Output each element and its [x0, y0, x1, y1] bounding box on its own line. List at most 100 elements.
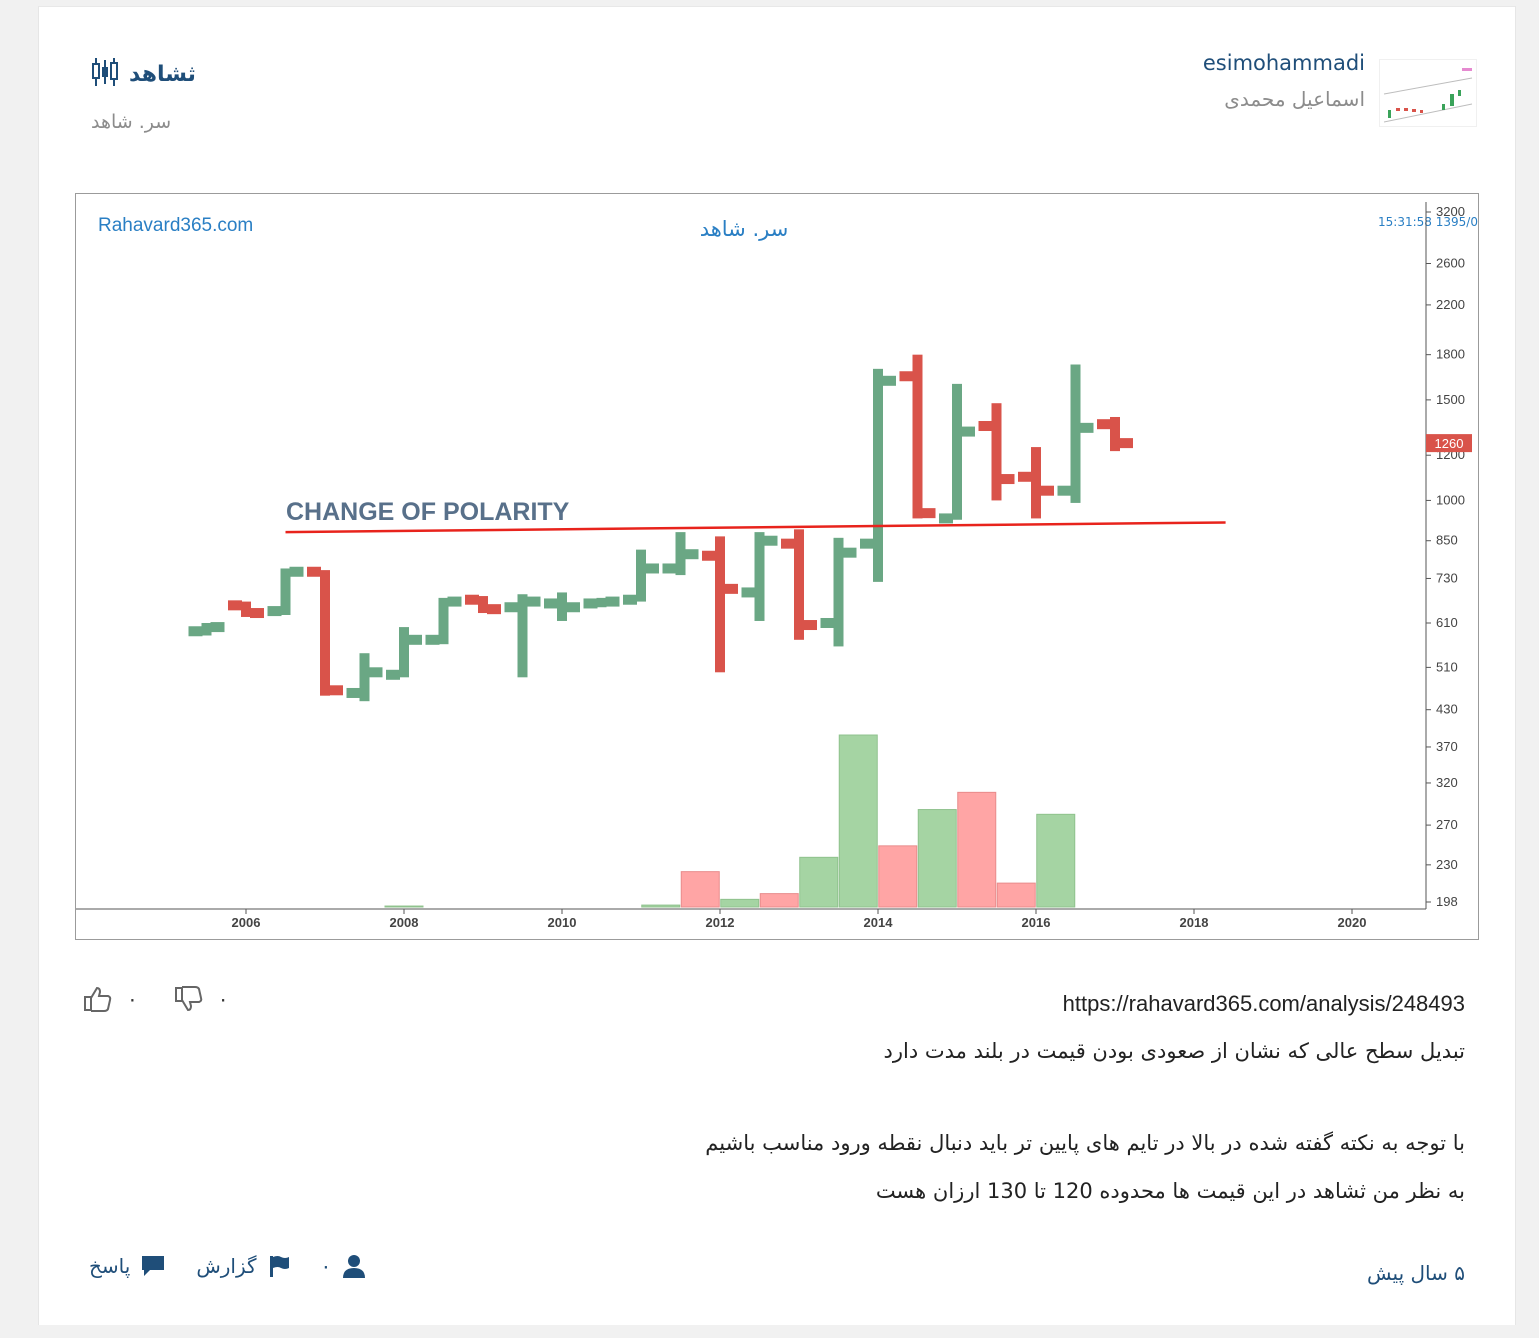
x-tick-label: 2016	[1022, 915, 1051, 930]
report-button[interactable]: گزارش	[196, 1254, 290, 1278]
ohlc-open	[583, 598, 598, 609]
ohlc-open	[978, 421, 993, 432]
ohlc-range	[952, 383, 962, 520]
y-tick-label: 2200	[1436, 297, 1465, 312]
x-tick-label: 2010	[548, 915, 577, 930]
ohlc-bar	[939, 383, 975, 524]
symbol-link[interactable]: ثشاهد	[129, 61, 196, 87]
volume-bar	[838, 734, 878, 908]
ohlc-open	[860, 538, 874, 549]
ohlc-bar	[583, 596, 620, 609]
ohlc-close	[803, 620, 817, 631]
ohlc-open	[623, 594, 637, 605]
chart-annotation: CHANGE OF POLARITY	[286, 498, 570, 526]
last-price-label: 1260	[1435, 436, 1464, 451]
ohlc-close	[329, 685, 343, 696]
y-tick-label: 850	[1436, 533, 1458, 548]
ohlc-range	[320, 570, 330, 696]
y-tick-label: 270	[1436, 817, 1458, 832]
ohlc-close	[684, 549, 699, 560]
ohlc-close	[724, 583, 738, 594]
ohlc-close	[1079, 422, 1094, 433]
post-paragraph: تبدیل سطح عالی که نشان از صعودی بودن قیم…	[883, 1039, 1465, 1063]
chart-created-date: ایجاد شده در: 1395/06/02 15:31:58	[1378, 215, 1478, 230]
y-tick-label: 1800	[1436, 347, 1465, 362]
reply-label: پاسخ	[89, 1254, 131, 1278]
y-tick-label: 198	[1436, 894, 1458, 909]
analysis-url[interactable]: https://rahavard365.com/analysis/248493	[1062, 991, 1465, 1016]
post-paragraph: به نظر من ثشاهد در این قیمت ها محدوده 12…	[875, 1179, 1465, 1203]
ohlc-close	[921, 508, 936, 519]
y-tick-label: 1500	[1436, 392, 1465, 407]
reply-button[interactable]: پاسخ	[89, 1254, 166, 1278]
analysis-post-card: esimohammadi اسماعیل محمدی ثشاهد سر. شاه…	[38, 6, 1516, 1325]
ohlc-close	[1000, 474, 1015, 485]
y-tick-label: 320	[1436, 775, 1458, 790]
post-actions: پاسخ گزارش ۰	[89, 1253, 367, 1279]
analysis-chart: Rahavard365.com سر. شاهد ایجاد شده در: 1…	[75, 193, 1479, 940]
last-price-badge	[1426, 434, 1472, 453]
dislike-button[interactable]: ۰	[174, 985, 229, 1013]
ohlc-bar	[623, 549, 659, 605]
x-tick-label: 2018	[1180, 915, 1209, 930]
y-tick-label: 1000	[1436, 492, 1465, 507]
ohlc-close	[961, 426, 975, 437]
y-tick-label: 730	[1436, 570, 1458, 585]
y-tick-label: 370	[1436, 739, 1458, 754]
followers[interactable]: ۰	[321, 1253, 368, 1279]
dislike-count: ۰	[217, 987, 229, 1011]
user-fullname: اسماعیل محمدی	[1224, 87, 1365, 111]
ohlc-bar	[267, 566, 304, 617]
ohlc-close	[1119, 438, 1133, 449]
ohlc-open	[228, 600, 242, 611]
report-label: گزارش	[196, 1254, 257, 1278]
y-tick-label: 510	[1436, 659, 1458, 674]
username-link[interactable]: esimohammadi	[1202, 51, 1365, 75]
ohlc-open	[820, 617, 835, 628]
ohlc-close	[487, 604, 501, 615]
symbol-info: ثشاهد سر. شاهد	[91, 57, 351, 133]
x-tick-label: 2008	[390, 915, 419, 930]
y-tick-label: 3200	[1436, 204, 1465, 219]
x-tick-label: 2006	[232, 915, 261, 930]
ohlc-close	[526, 596, 541, 607]
chart-title: سر. شاهد	[700, 217, 789, 241]
x-tick-label: 2012	[706, 915, 735, 930]
ohlc-open	[346, 687, 361, 698]
post-body: https://rahavard365.com/analysis/248493 …	[465, 991, 1465, 1225]
ohlc-bar	[228, 600, 264, 619]
ohlc-bar	[702, 536, 738, 673]
ohlc-open	[781, 538, 795, 549]
volume-bar	[878, 845, 918, 908]
ohlc-range	[794, 529, 804, 640]
ohlc-range	[359, 653, 370, 702]
ohlc-bar	[662, 532, 699, 576]
ohlc-range	[280, 568, 291, 615]
ohlc-range	[478, 596, 488, 614]
ohlc-close	[210, 622, 225, 633]
symbol-subtitle: سر. شاهد	[91, 111, 172, 133]
ohlc-bar	[1057, 364, 1094, 503]
flag-icon	[269, 1256, 289, 1277]
ohlc-open	[386, 669, 400, 680]
ohlc-bar	[860, 368, 896, 582]
ohlc-range	[873, 368, 883, 582]
comment-icon	[142, 1256, 165, 1276]
ohlc-range	[991, 403, 1002, 501]
x-tick-label: 2014	[864, 915, 894, 930]
ohlc-close	[250, 608, 264, 619]
ohlc-close	[447, 596, 462, 607]
ohlc-open	[1057, 485, 1072, 496]
ohlc-range	[438, 597, 449, 645]
ohlc-close	[566, 602, 580, 613]
ohlc-bar	[1018, 447, 1054, 519]
ohlc-range	[754, 532, 765, 621]
volume-bar	[996, 882, 1036, 908]
ohlc-range	[241, 601, 251, 617]
y-tick-label: 430	[1436, 702, 1458, 717]
ohlc-bar	[1097, 416, 1133, 452]
ohlc-bar	[899, 354, 936, 519]
user-avatar[interactable]	[1379, 59, 1477, 127]
like-button[interactable]: ۰	[83, 985, 138, 1013]
volume-bar	[720, 898, 760, 908]
